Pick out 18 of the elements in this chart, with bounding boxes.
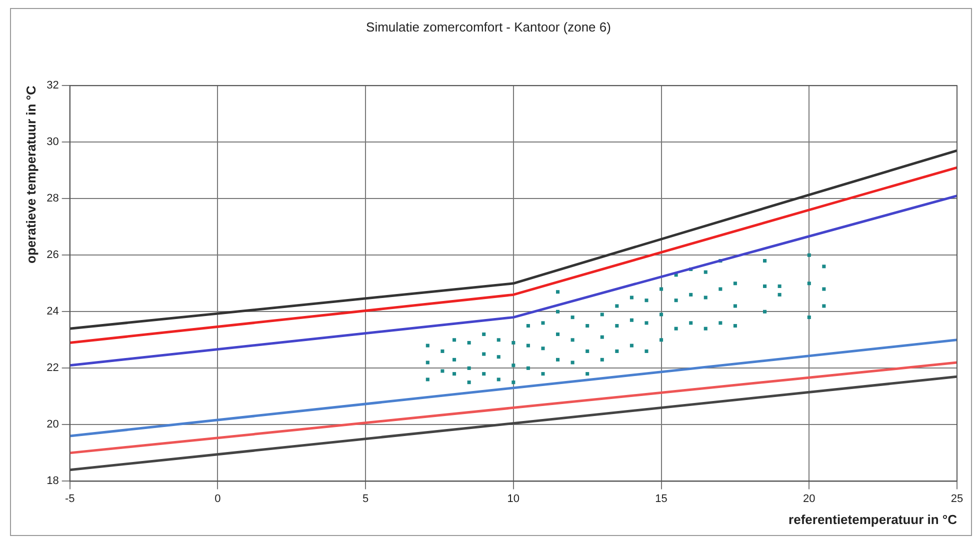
y-tick-label: 22 <box>46 362 59 374</box>
x-tick-label: 5 <box>362 492 369 505</box>
x-tick-label: 15 <box>655 492 668 505</box>
y-tick-label: 26 <box>46 249 59 262</box>
x-tick-label: 20 <box>803 492 816 505</box>
x-tick-label: 0 <box>214 492 221 505</box>
x-tick-label: 10 <box>507 492 520 505</box>
chart-title: Simulatie zomercomfort - Kantoor (zone 6) <box>366 19 611 34</box>
y-tick-label: 20 <box>46 418 59 431</box>
y-axis-title: operatieve temperatuur in °C <box>23 84 38 264</box>
y-tick-label: 28 <box>46 192 59 205</box>
x-tick-label: -5 <box>64 492 75 505</box>
y-tick-label: 30 <box>46 136 59 148</box>
y-tick-label: 18 <box>46 475 59 488</box>
x-tick-label: 25 <box>950 492 964 505</box>
x-axis-title: referentietemperatuur in °C <box>788 512 958 527</box>
y-tick-label: 32 <box>46 80 59 92</box>
y-tick-label: 24 <box>46 306 59 318</box>
